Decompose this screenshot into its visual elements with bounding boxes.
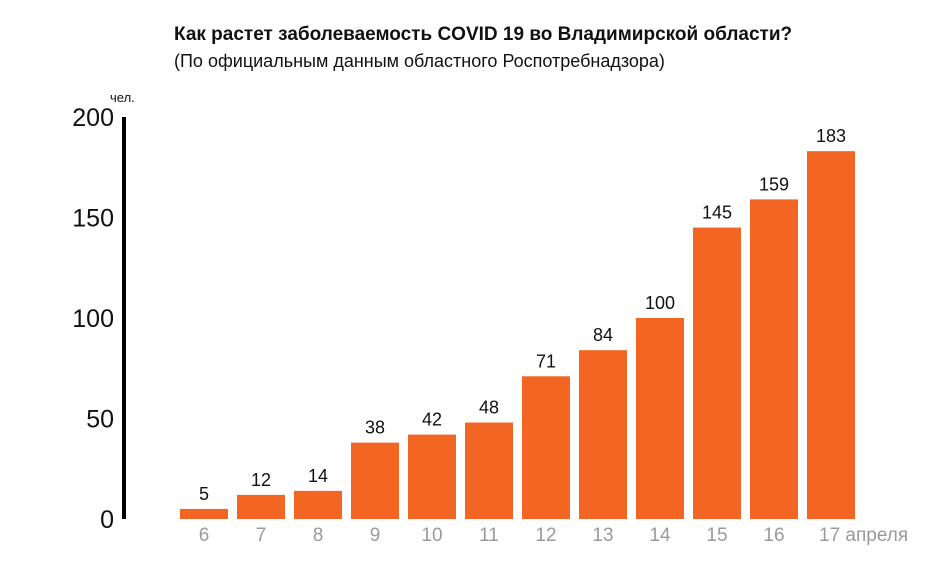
x-tick-label: 14: [649, 525, 671, 546]
bar: [294, 490, 342, 519]
x-tick-label: 12: [535, 525, 556, 546]
x-tick-label: 8: [313, 525, 324, 546]
bar-value-label: 145: [702, 203, 732, 223]
bar: [465, 422, 513, 519]
x-tick-label: 10: [421, 525, 442, 546]
bar: [750, 199, 798, 519]
bar: [636, 318, 684, 519]
x-tick-label: 7: [256, 525, 267, 546]
bar-value-label: 48: [479, 398, 499, 418]
x-tick-label: 15: [706, 525, 727, 546]
bar-value-label: 84: [593, 325, 613, 345]
bar-value-label: 100: [645, 293, 675, 313]
x-tick-labels: 6 7 8 9 10 11 12 13 14 15 16 17 апреля: [199, 525, 908, 546]
x-tick-label: 17 апреля: [819, 525, 908, 546]
bar: [237, 494, 285, 519]
bar: [579, 350, 627, 519]
bar-value-label: 42: [422, 410, 442, 430]
bar-value-label: 183: [816, 126, 846, 146]
bar-value-label: 14: [308, 466, 328, 486]
y-tick-labels: 0 50 100 150 200: [72, 104, 114, 534]
y-tick-label: 150: [72, 205, 114, 233]
bar-value-label: 38: [365, 418, 385, 438]
x-tick-label: 9: [370, 525, 381, 546]
y-axis-unit-label: чел.: [110, 90, 135, 105]
bar: [408, 434, 456, 519]
bar: [180, 508, 228, 519]
y-tick-label: 0: [100, 506, 114, 534]
x-tick-label: 16: [763, 525, 784, 546]
bar: [522, 376, 570, 519]
bars-group: 5 12 14 38 42 48 71 84 100 145 159 183: [180, 126, 855, 520]
y-tick-label: 100: [72, 305, 114, 333]
x-tick-label: 13: [592, 525, 613, 546]
x-tick-label: 11: [479, 525, 499, 546]
bar: [693, 227, 741, 520]
bar-value-label: 5: [199, 484, 209, 504]
y-tick-label: 200: [72, 104, 114, 132]
x-tick-label: 6: [199, 525, 210, 546]
bar-value-label: 12: [251, 470, 271, 490]
bar-value-label: 71: [536, 351, 556, 371]
bar: [807, 151, 855, 520]
chart-title: Как растет заболеваемость COVID 19 во Вл…: [174, 24, 793, 45]
y-tick-label: 50: [86, 406, 114, 434]
bar: [351, 442, 399, 519]
bar-value-label: 159: [759, 174, 789, 194]
chart-subtitle: (По официальным данным областного Роспот…: [174, 51, 665, 71]
